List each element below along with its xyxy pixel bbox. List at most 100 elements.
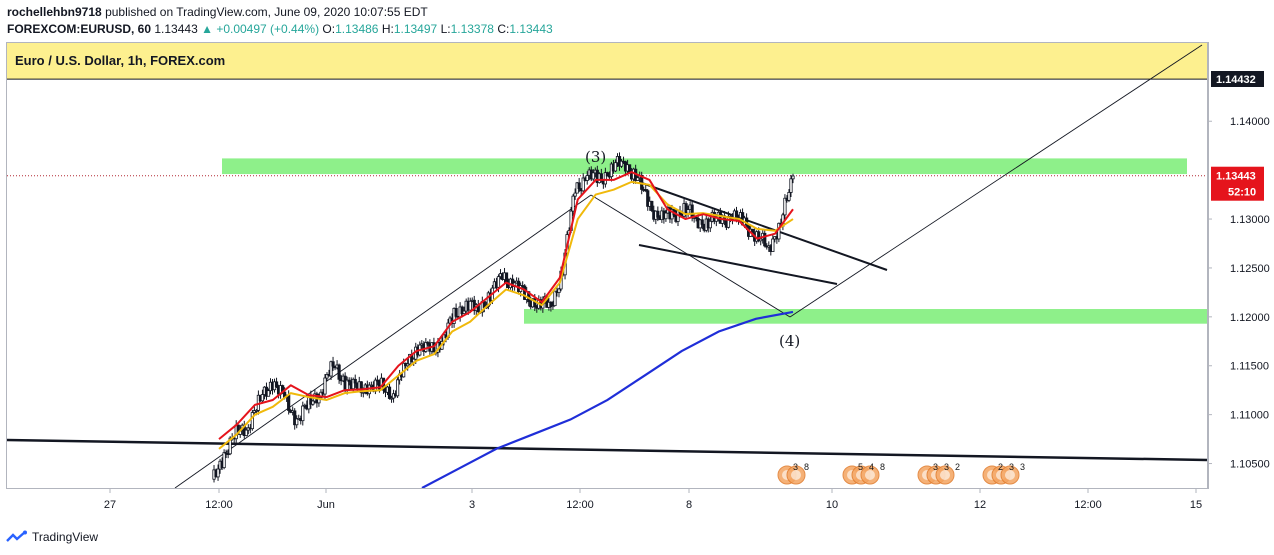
candle — [577, 177, 581, 193]
candle — [644, 185, 648, 193]
candle-body — [549, 301, 553, 308]
event-badge-label: 3 — [1020, 462, 1025, 472]
time-tick-label: 12:00 — [205, 499, 233, 511]
chart-canvas[interactable]: Euro / U.S. Dollar, 1h, FOREX.com (3) (4) 3… — [7, 43, 1207, 488]
trendline — [174, 194, 592, 488]
candle-body — [783, 197, 787, 216]
candle-body — [337, 364, 341, 380]
candle — [664, 209, 668, 222]
flag-icon — [865, 470, 875, 480]
candle — [553, 290, 557, 307]
candle — [605, 171, 610, 177]
flag-icon — [940, 470, 950, 480]
candle-body — [636, 177, 640, 181]
candle-body — [347, 379, 351, 383]
time-axis-canvas: 27 12:00 Jun 3 12:00 8 10 12 12:00 15 — [104, 489, 1202, 511]
time-tick-label: 8 — [686, 499, 692, 511]
candle — [468, 297, 472, 314]
ema-slow-line — [218, 180, 794, 450]
price-tick-label: 1.12000 — [1230, 312, 1270, 324]
candle-body — [462, 310, 466, 314]
candle — [650, 200, 654, 213]
green-zone — [524, 309, 1207, 324]
candle-body — [331, 361, 335, 367]
price-axis[interactable]: 1.10500 1.11000 1.11500 1.12000 1.12500 1.130… — [1208, 42, 1274, 489]
candle — [260, 389, 265, 404]
event-badge-label: 2 — [998, 462, 1003, 472]
time-tick-label: 10 — [826, 499, 838, 511]
candle — [581, 173, 585, 194]
publish-info: rochellehbn9718 published on TradingView… — [7, 4, 428, 20]
event-badge-label: 3 — [944, 462, 949, 472]
candle — [783, 194, 787, 220]
candle-body — [222, 452, 226, 469]
candle — [462, 306, 466, 314]
candle — [301, 401, 305, 426]
candle-body — [571, 195, 575, 212]
candle — [656, 206, 660, 222]
candle — [266, 388, 271, 397]
candle-body — [426, 342, 430, 345]
time-tick-label: 3 — [469, 499, 475, 511]
chart-pane[interactable]: Euro / U.S. Dollar, 1h, FOREX.com (3) (4) 3… — [6, 42, 1208, 489]
candle — [244, 427, 248, 437]
price-axis-canvas: 1.10500 1.11000 1.11500 1.12000 1.12500 1.130… — [1208, 42, 1270, 489]
author-name[interactable]: rochellehbn9718 — [7, 5, 102, 19]
candle-body — [406, 363, 410, 367]
candle-body — [581, 177, 585, 192]
top-price-tag — [1211, 70, 1264, 87]
event-badge-label: 3 — [793, 462, 798, 472]
candle-body — [266, 390, 271, 397]
open-label: O: — [322, 22, 336, 36]
ma-long-line — [421, 310, 794, 488]
event-badge-label: 8 — [804, 462, 809, 472]
candle — [387, 382, 392, 400]
candle — [571, 194, 575, 216]
candle-body — [664, 212, 668, 220]
last-price-tag — [1211, 166, 1264, 201]
close-label: C: — [497, 22, 510, 36]
price-tick-label: 1.11500 — [1230, 361, 1269, 373]
event-badge-label: 2 — [955, 462, 960, 472]
candle-body — [585, 175, 589, 181]
candle — [389, 395, 394, 403]
high-label: H: — [381, 22, 394, 36]
candle-body — [757, 231, 761, 242]
candle-body — [359, 381, 363, 394]
tradingview-logo-icon — [6, 530, 27, 542]
candle-body — [329, 361, 333, 377]
candle — [603, 167, 607, 188]
candle — [771, 234, 775, 252]
price-tick-label: 1.11000 — [1230, 410, 1269, 422]
candle — [337, 363, 341, 384]
candle-body — [605, 172, 610, 177]
ema-fast-line — [218, 171, 794, 440]
candle-body — [708, 220, 712, 229]
time-tick-label: Jun — [317, 499, 335, 511]
candle — [424, 338, 428, 354]
event-badge-label: 8 — [880, 462, 885, 472]
candle-body — [424, 342, 428, 352]
candle — [311, 400, 315, 406]
event-badge-label: 5 — [858, 462, 863, 472]
candle — [763, 229, 767, 248]
candle-body — [759, 238, 763, 242]
event-badge-label: 3 — [1009, 462, 1014, 472]
candle-body — [787, 192, 791, 201]
candle — [789, 174, 793, 197]
candle-body — [619, 160, 624, 167]
candle-body — [353, 378, 357, 384]
ohlc-bar: FOREXCOM:EURUSD, 60 1.13443 ▲ +0.00497 (… — [7, 21, 553, 37]
low-label: L: — [440, 22, 451, 36]
time-tick-label: 12:00 — [1074, 499, 1102, 511]
candle — [331, 356, 335, 371]
candle — [613, 159, 618, 173]
candle-body — [274, 381, 279, 388]
footer-brand[interactable]: TradingView — [6, 527, 98, 547]
flag-icon — [1005, 470, 1015, 480]
high-value: 1.13497 — [393, 22, 438, 36]
candle-body — [361, 391, 365, 394]
time-axis[interactable]: 27 12:00 Jun 3 12:00 8 10 12 12:00 15 — [6, 489, 1208, 519]
candle — [391, 389, 396, 403]
